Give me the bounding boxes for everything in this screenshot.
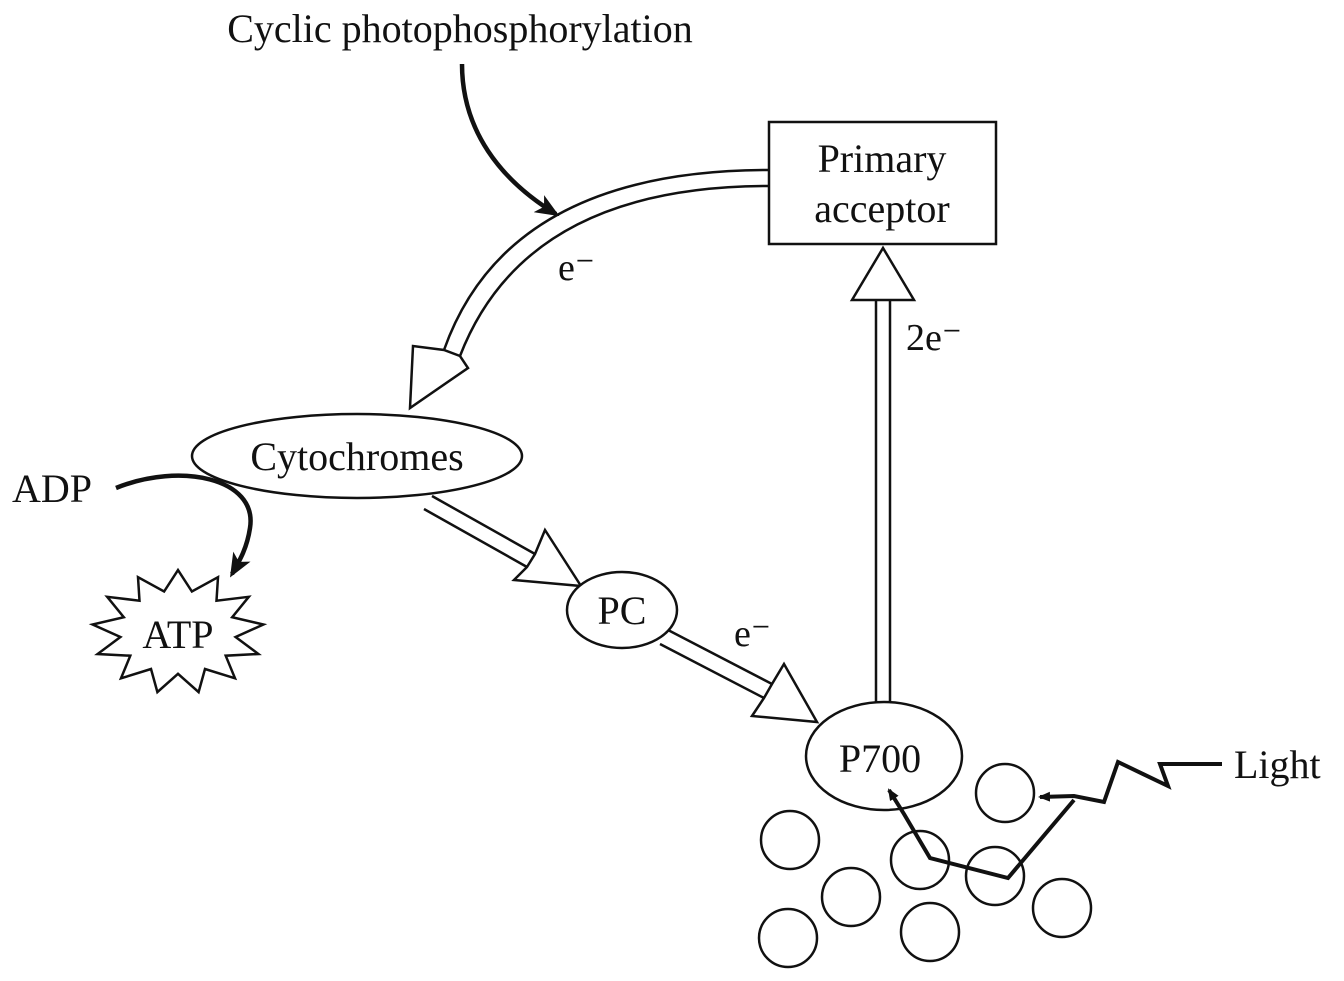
title-pointer-arrow	[459, 63, 560, 217]
primary-acceptor-box: Primary acceptor	[767, 120, 998, 246]
pigment-circle	[820, 866, 882, 928]
adp-label: ADP	[12, 466, 92, 511]
pigment-circle	[899, 901, 961, 963]
arrow-pc-to-p700	[659, 628, 820, 724]
pigment-circle	[757, 907, 819, 969]
electron-label-p700-to-acceptor: 2e⁻	[906, 317, 962, 359]
arrow-cytochromes-to-pc	[423, 494, 584, 588]
primary-acceptor-label-line2: acceptor	[814, 186, 949, 231]
primary-acceptor-label-line1: Primary	[818, 136, 947, 181]
light-label: Light	[1234, 742, 1321, 787]
pc-label: PC	[598, 588, 647, 633]
cytochromes-label: Cytochromes	[250, 434, 463, 479]
p700-node: P700	[804, 700, 964, 812]
pigment-circle	[974, 762, 1036, 824]
pigment-molecules	[757, 762, 1093, 969]
pigment-circle	[759, 809, 821, 871]
cytochromes-node: Cytochromes	[190, 412, 524, 500]
energy-transfer-path	[887, 788, 1076, 881]
pigment-circle	[964, 845, 1026, 907]
diagram-title: Cyclic photophosphorylation	[227, 6, 693, 51]
atp-starburst: ATP	[88, 567, 268, 695]
electron-label-pc-to-p700: e⁻	[734, 613, 771, 655]
light-zigzag	[1038, 759, 1222, 805]
pigment-circle	[889, 829, 951, 891]
p700-label: P700	[839, 736, 921, 781]
pc-node: PC	[565, 570, 679, 650]
arrow-acceptor-to-cytochromes	[408, 168, 770, 411]
arrow-p700-to-acceptor	[849, 245, 917, 714]
adp-to-atp-arrow	[115, 473, 253, 578]
electron-label-acceptor-to-cytochromes: e⁻	[558, 247, 595, 289]
atp-label: ATP	[142, 612, 213, 657]
pigment-circle	[1031, 877, 1093, 939]
